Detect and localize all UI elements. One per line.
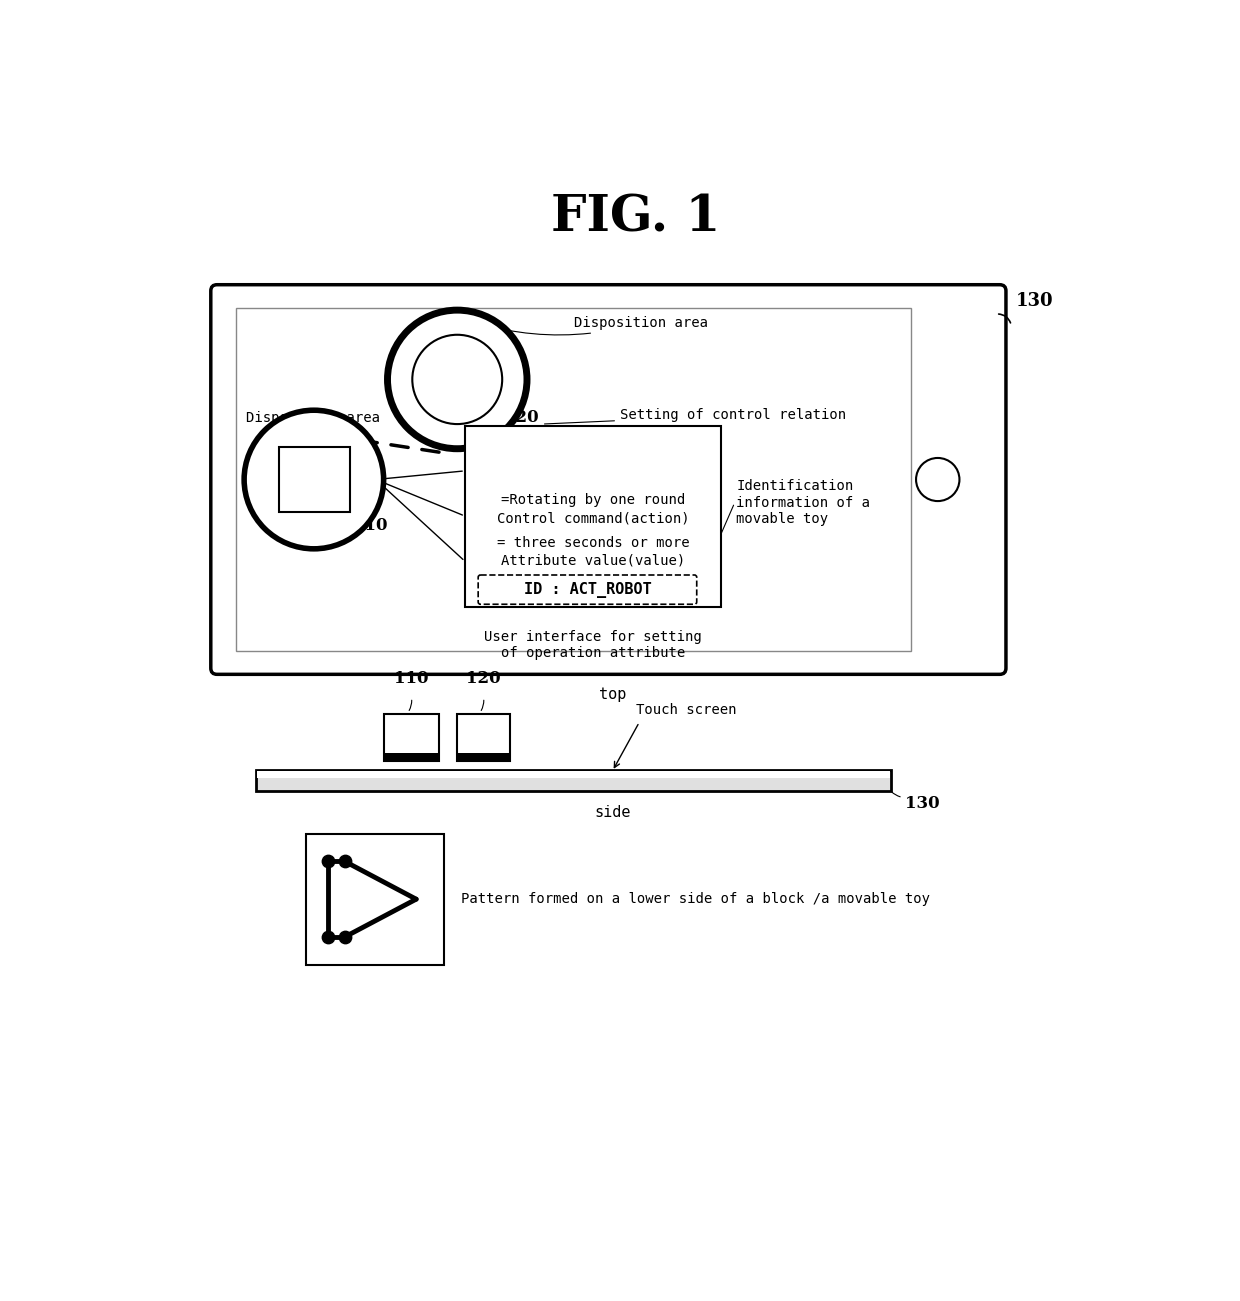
Text: Disposition area: Disposition area (247, 411, 381, 438)
Circle shape (412, 334, 502, 424)
Point (317, 926, 337, 947)
Text: =Rotating by one round: =Rotating by one round (501, 493, 684, 507)
Circle shape (244, 410, 383, 549)
Text: ID : ACT_ROBOT: ID : ACT_ROBOT (523, 582, 651, 597)
FancyBboxPatch shape (211, 285, 1006, 674)
Text: Disposition area: Disposition area (475, 316, 708, 334)
Bar (383, 753, 439, 762)
Text: 130: 130 (1016, 293, 1053, 310)
Text: Identification
information of a
movable toy: Identification information of a movable … (737, 480, 870, 526)
Text: top: top (599, 687, 626, 703)
Text: FIG. 1: FIG. 1 (551, 194, 720, 242)
Bar (258, 771, 890, 778)
Text: = three seconds or more: = three seconds or more (496, 536, 689, 549)
Text: 130: 130 (905, 795, 940, 812)
Text: side: side (594, 805, 630, 820)
FancyBboxPatch shape (479, 575, 697, 604)
Text: 110: 110 (352, 516, 387, 533)
Text: 120: 120 (503, 409, 538, 425)
Text: 110: 110 (394, 670, 429, 687)
Circle shape (916, 458, 960, 501)
Bar (237, 308, 910, 652)
Text: Pattern formed on a lower side of a block /a movable toy: Pattern formed on a lower side of a bloc… (461, 892, 930, 907)
Point (335, 851, 355, 872)
Bar (458, 714, 510, 761)
Circle shape (387, 310, 527, 449)
Bar (458, 753, 510, 762)
Bar (383, 714, 439, 761)
Text: Attribute value(value): Attribute value(value) (501, 553, 684, 567)
Text: 120: 120 (466, 670, 501, 687)
Text: Touch screen: Touch screen (635, 703, 737, 717)
Text: Setting of control relation: Setting of control relation (544, 409, 846, 424)
Text: Control command(action): Control command(action) (496, 511, 689, 526)
Bar (306, 834, 444, 964)
Text: User interface for setting
of operation attribute: User interface for setting of operation … (484, 630, 702, 660)
Bar (465, 425, 720, 606)
Point (335, 926, 355, 947)
Bar (279, 448, 351, 511)
Point (317, 851, 337, 872)
Bar (255, 770, 892, 791)
